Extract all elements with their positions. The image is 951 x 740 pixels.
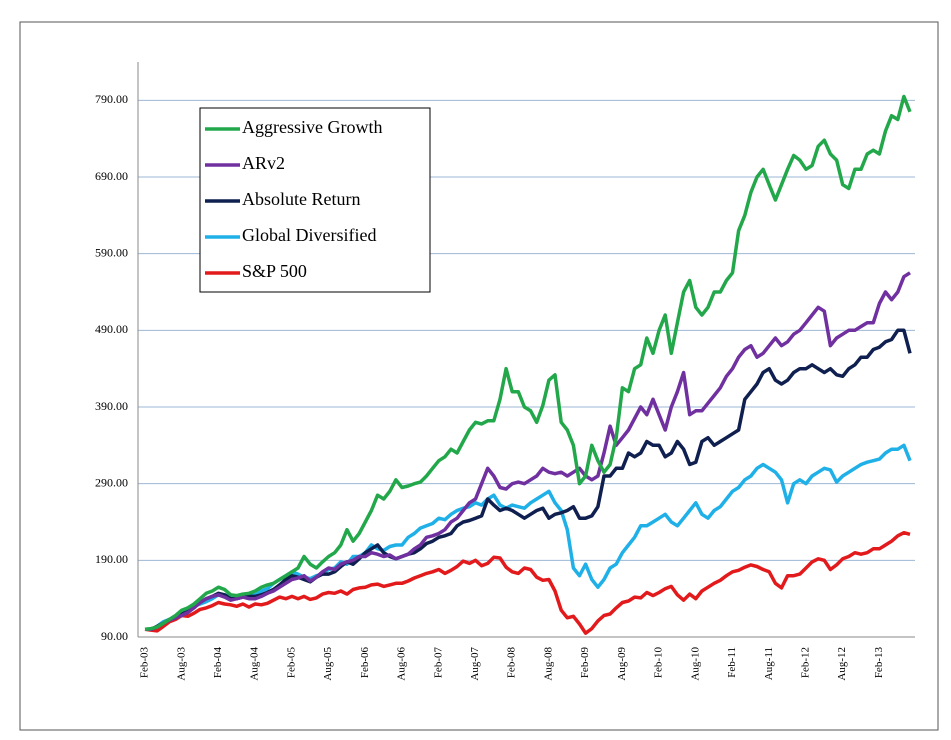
x-tick-label: Aug-08 [542, 647, 554, 681]
x-tick-label: Aug-12 [836, 647, 848, 681]
x-tick-label: Aug-07 [469, 647, 481, 681]
x-tick-label: Feb-11 [726, 647, 738, 678]
x-tick-label: Feb-12 [799, 647, 811, 678]
y-tick-label: 490.00 [95, 322, 128, 336]
legend-label: Global Diversified [242, 225, 376, 245]
x-tick-label: Feb-09 [579, 647, 591, 679]
x-tick-label: Aug-05 [322, 647, 334, 681]
x-tick-label: Feb-10 [653, 647, 665, 679]
legend-label: Absolute Return [242, 189, 361, 209]
lines [144, 94, 912, 635]
x-tick-label: Feb-04 [212, 647, 224, 679]
y-tick-label: 290.00 [95, 475, 128, 489]
x-tick-label: Aug-04 [249, 647, 261, 681]
x-tick-label: Aug-06 [396, 647, 408, 681]
x-tick-label: Feb-13 [873, 647, 885, 679]
x-tick-label: Aug-10 [689, 647, 701, 681]
y-tick-label: 590.00 [95, 245, 128, 259]
legend: Aggressive Growth ARv2 Absolute Return Glob… [199, 107, 431, 293]
x-tick-label: Feb-03 [139, 647, 151, 679]
x-tick-label: Aug-09 [616, 647, 628, 681]
legend-label: S&P 500 [242, 261, 307, 281]
y-tick-label: 790.00 [95, 92, 128, 106]
frame [19, 21, 939, 731]
y-tick-label: 690.00 [95, 169, 128, 183]
x-tick-label: Feb-08 [506, 647, 518, 679]
y-tick-label: 190.00 [95, 552, 128, 566]
legend-label: Aggressive Growth [242, 117, 382, 137]
legend-label: ARv2 [242, 153, 285, 173]
y-tick-label: 90.00 [101, 629, 128, 643]
x-tick-label: Aug-11 [763, 647, 775, 680]
series-line [144, 530, 911, 635]
series-line [144, 94, 912, 632]
x-tick-label: Aug-03 [175, 647, 187, 681]
x-tick-label: Feb-07 [432, 647, 444, 679]
x-tick-label: Feb-05 [285, 647, 297, 679]
y-tick-label: 390.00 [95, 399, 128, 413]
series-line [145, 271, 911, 632]
x-tick-label: Feb-06 [359, 647, 371, 679]
